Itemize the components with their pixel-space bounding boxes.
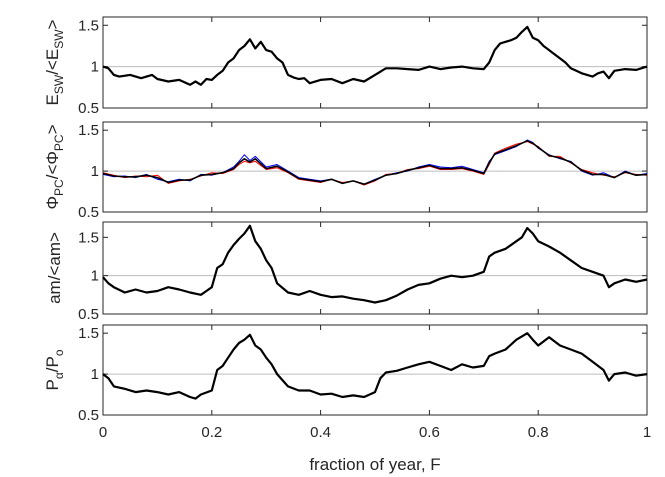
x-tick-label: 0.4 bbox=[310, 424, 331, 441]
panel-frame bbox=[102, 121, 648, 213]
panel-frame bbox=[102, 16, 648, 109]
y-tick-label: 1 bbox=[91, 366, 99, 383]
y-tick-label: 0.5 bbox=[78, 407, 99, 424]
panel-frame bbox=[102, 221, 648, 315]
x-tick-label: 0 bbox=[99, 424, 107, 441]
panel-3: 0.5 1 1.5 am/<am> bbox=[45, 221, 648, 323]
x-tick-label: 0.8 bbox=[528, 424, 549, 441]
y-tick-label: 1.5 bbox=[78, 122, 99, 139]
series-line-1 bbox=[102, 332, 648, 400]
x-tick-label: 0.6 bbox=[419, 424, 440, 441]
y-tick-label: 0.5 bbox=[78, 306, 99, 323]
y-tick-label: 0.5 bbox=[78, 204, 99, 221]
y-tick-label: 1.5 bbox=[78, 325, 99, 342]
y-tick-label: 0.5 bbox=[78, 100, 99, 117]
x-tick-label: 0.2 bbox=[201, 424, 222, 441]
y-tick-label: 1 bbox=[91, 59, 99, 76]
y-axis-title: ΦPC/<ΦPC> bbox=[43, 124, 66, 209]
y-tick-label: 1 bbox=[91, 163, 99, 180]
panel-2: 0.5 1 1.5 ΦPC/<ΦPC> bbox=[43, 121, 648, 221]
y-tick-label: 1.5 bbox=[78, 17, 99, 34]
series-line-1 bbox=[102, 224, 648, 304]
panel-4: 0.5 1 1.5 Pα/Po bbox=[43, 324, 648, 424]
series-line-3 bbox=[102, 140, 648, 185]
y-tick-label: 1.5 bbox=[78, 229, 99, 246]
y-tick-label: 1 bbox=[91, 268, 99, 285]
series-line-1 bbox=[102, 25, 648, 86]
panels: 0.5 1 1.5 ESW/<ESW> 0.5 1 1.5 ΦPC/<ΦPC> 0.5 1 1.5 a… bbox=[43, 16, 648, 424]
series-line-1 bbox=[102, 139, 648, 185]
y-axis-title: am/<am> bbox=[45, 232, 64, 304]
x-tick-label: 1 bbox=[643, 424, 651, 441]
y-axis-title: Pα/Po bbox=[43, 349, 66, 390]
y-axis-title: ESW/<ESW> bbox=[43, 19, 66, 105]
x-axis-title: fraction of year, F bbox=[309, 455, 440, 474]
panel-1: 0.5 1 1.5 ESW/<ESW> bbox=[43, 16, 648, 117]
series-line-2 bbox=[102, 141, 648, 186]
x-axis: 0 0.2 0.4 0.6 0.8 1 bbox=[99, 424, 651, 441]
panel-frame bbox=[102, 324, 648, 416]
